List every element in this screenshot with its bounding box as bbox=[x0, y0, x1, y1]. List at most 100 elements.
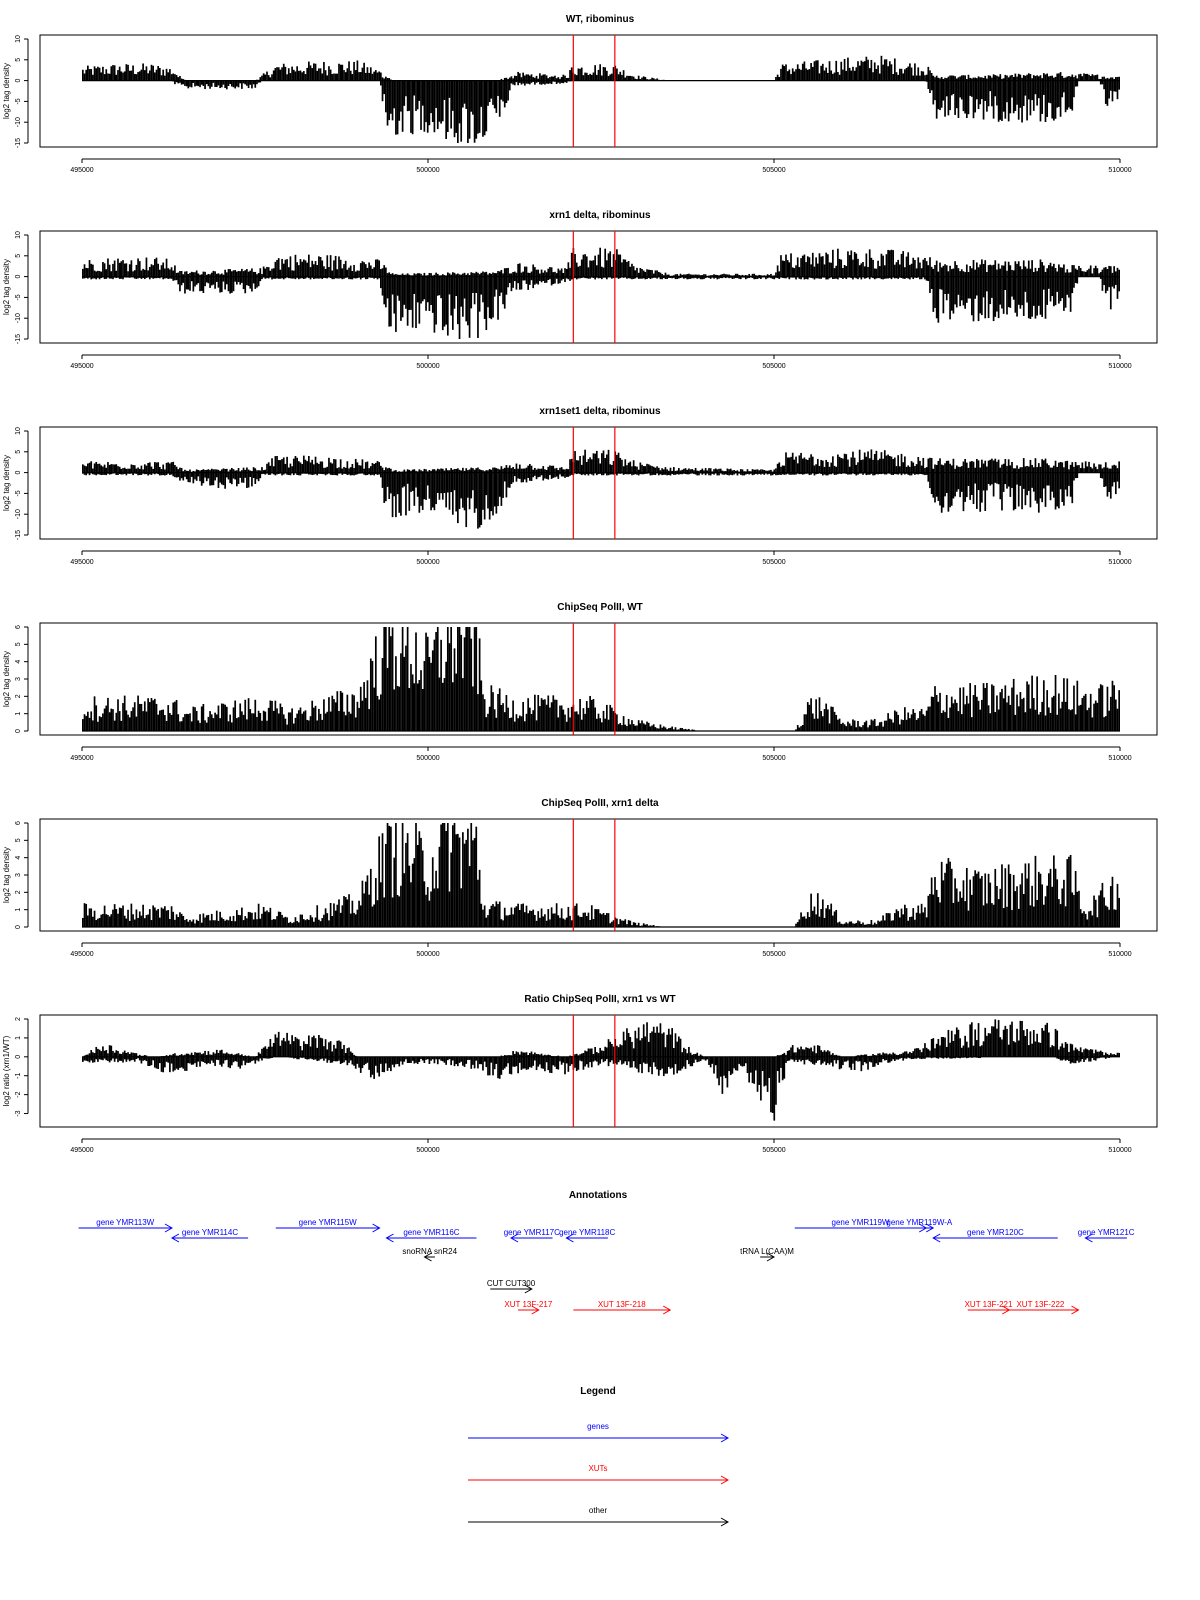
x-tick-label: 495000 bbox=[70, 167, 93, 174]
y-tick-label: 6 bbox=[15, 821, 22, 825]
plot-frame bbox=[39, 818, 1158, 932]
y-tick-label: -5 bbox=[15, 490, 22, 496]
x-tick-label: 510000 bbox=[1108, 167, 1131, 174]
bar-series bbox=[81, 1019, 1121, 1121]
y-axis-label: log2 tag density bbox=[2, 847, 11, 903]
y-tick-label: 5 bbox=[15, 450, 22, 454]
x-tick-label: 510000 bbox=[1108, 755, 1131, 762]
y-tick-label: 0 bbox=[15, 1055, 22, 1059]
y-tick-label: -10 bbox=[15, 117, 22, 127]
y-tick-label: -10 bbox=[15, 313, 22, 323]
y-axis: -3 -2 -1 0 1 2 bbox=[15, 1017, 29, 1117]
x-tick-label: 500000 bbox=[416, 559, 439, 566]
y-tick-label: -15 bbox=[15, 530, 22, 540]
x-tick-label: 500000 bbox=[416, 755, 439, 762]
chart-panel-1: WT, ribominus -15 -10 -5 0 5 10 log2 tag densit… bbox=[2, 14, 1158, 174]
x-axis: 495000 500000 505000 510000 bbox=[70, 1138, 1132, 1154]
bar-series bbox=[81, 627, 1121, 732]
x-axis: 495000 500000 505000 510000 bbox=[70, 942, 1132, 958]
chart-panel-5: ChipSeq PolII, xrn1 delta 0 1 2 3 4 5 6 log2 tag… bbox=[2, 798, 1158, 958]
y-tick-label: 5 bbox=[15, 838, 22, 842]
x-tick-label: 505000 bbox=[762, 559, 785, 566]
x-tick-label: 495000 bbox=[70, 951, 93, 958]
y-tick-label: 5 bbox=[15, 58, 22, 62]
x-axis: 495000 500000 505000 510000 bbox=[70, 158, 1132, 174]
x-tick-label: 510000 bbox=[1108, 559, 1131, 566]
x-tick-label: 500000 bbox=[416, 167, 439, 174]
y-tick-label: -3 bbox=[15, 1110, 22, 1116]
x-tick-label: 500000 bbox=[416, 363, 439, 370]
chart-title: ChipSeq PolII, WT bbox=[557, 602, 643, 613]
y-axis: -15 -10 -5 0 5 10 bbox=[15, 427, 29, 540]
chart-panel-6: Ratio ChipSeq PolII, xrn1 vs WT -3 -2 -1 0 1 2… bbox=[2, 994, 1158, 1154]
y-tick-label: -5 bbox=[15, 294, 22, 300]
x-axis: 495000 500000 505000 510000 bbox=[70, 550, 1132, 566]
x-tick-label: 495000 bbox=[70, 755, 93, 762]
y-tick-label: 10 bbox=[15, 427, 22, 435]
y-axis: 0 1 2 3 4 5 6 bbox=[15, 625, 29, 733]
x-tick-label: 495000 bbox=[70, 363, 93, 370]
x-tick-label: 500000 bbox=[416, 1147, 439, 1154]
plot-frame bbox=[39, 622, 1158, 736]
y-tick-label: -2 bbox=[15, 1091, 22, 1097]
y-axis-label: log2 ratio (xrn1/WT) bbox=[2, 1035, 11, 1106]
y-tick-label: 0 bbox=[15, 925, 22, 929]
x-axis: 495000 500000 505000 510000 bbox=[70, 354, 1132, 370]
y-tick-label: -15 bbox=[15, 334, 22, 344]
chart-title: WT, ribominus bbox=[566, 14, 635, 25]
plot-frame bbox=[39, 34, 1158, 148]
x-tick-label: 505000 bbox=[762, 951, 785, 958]
chart-panel-4: ChipSeq PolII, WT 0 1 2 3 4 5 6 log2 tag density… bbox=[2, 602, 1158, 762]
y-tick-label: 3 bbox=[15, 873, 22, 877]
y-tick-label: 5 bbox=[15, 642, 22, 646]
x-tick-label: 510000 bbox=[1108, 1147, 1131, 1154]
y-axis: -15 -10 -5 0 5 10 bbox=[15, 231, 29, 344]
plot-frame bbox=[39, 426, 1158, 540]
x-tick-label: 505000 bbox=[762, 1147, 785, 1154]
y-axis-label: log2 tag density bbox=[2, 63, 11, 119]
y-tick-label: -5 bbox=[15, 98, 22, 104]
y-tick-label: 2 bbox=[15, 890, 22, 894]
y-tick-label: 10 bbox=[15, 231, 22, 239]
y-axis-label: log2 tag density bbox=[2, 651, 11, 707]
y-tick-label: 6 bbox=[15, 625, 22, 629]
x-tick-label: 495000 bbox=[70, 1147, 93, 1154]
y-tick-label: 5 bbox=[15, 254, 22, 258]
x-tick-label: 495000 bbox=[70, 559, 93, 566]
plot-frame bbox=[39, 230, 1158, 344]
y-tick-label: 3 bbox=[15, 677, 22, 681]
y-tick-label: 10 bbox=[15, 35, 22, 43]
x-tick-label: 510000 bbox=[1108, 951, 1131, 958]
chart-panel-2: xrn1 delta, ribominus -15 -10 -5 0 5 10 log2 ta… bbox=[2, 210, 1158, 370]
x-axis: 495000 500000 505000 510000 bbox=[70, 746, 1132, 762]
bar-series bbox=[81, 823, 1121, 928]
x-tick-label: 505000 bbox=[762, 755, 785, 762]
y-tick-label: -1 bbox=[15, 1073, 22, 1079]
bar-series bbox=[81, 247, 1121, 339]
y-tick-label: 1 bbox=[15, 1036, 22, 1040]
x-tick-label: 505000 bbox=[762, 363, 785, 370]
x-tick-label: 500000 bbox=[416, 951, 439, 958]
y-tick-label: 1 bbox=[15, 712, 22, 716]
bar-series bbox=[81, 55, 1121, 143]
y-tick-label: 4 bbox=[15, 856, 22, 860]
y-tick-label: 2 bbox=[15, 1017, 22, 1021]
y-axis: 0 1 2 3 4 5 6 bbox=[15, 821, 29, 929]
y-tick-label: 4 bbox=[15, 660, 22, 664]
chart-title: Ratio ChipSeq PolII, xrn1 vs WT bbox=[524, 994, 675, 1005]
x-tick-label: 510000 bbox=[1108, 363, 1131, 370]
y-tick-label: 1 bbox=[15, 908, 22, 912]
y-tick-label: 0 bbox=[15, 79, 22, 83]
y-axis-label: log2 tag density bbox=[2, 455, 11, 511]
y-tick-label: 0 bbox=[15, 729, 22, 733]
chart-title: xrn1 delta, ribominus bbox=[549, 210, 651, 221]
y-tick-label: 2 bbox=[15, 694, 22, 698]
y-tick-label: 0 bbox=[15, 275, 22, 279]
y-axis: -15 -10 -5 0 5 10 bbox=[15, 35, 29, 148]
chart-panel-3: xrn1set1 delta, ribominus -15 -10 -5 0 5 10 log… bbox=[2, 406, 1158, 566]
y-tick-label: -10 bbox=[15, 509, 22, 519]
x-tick-label: 505000 bbox=[762, 167, 785, 174]
chart-title: xrn1set1 delta, ribominus bbox=[539, 406, 661, 417]
chart-title: ChipSeq PolII, xrn1 delta bbox=[541, 798, 659, 809]
